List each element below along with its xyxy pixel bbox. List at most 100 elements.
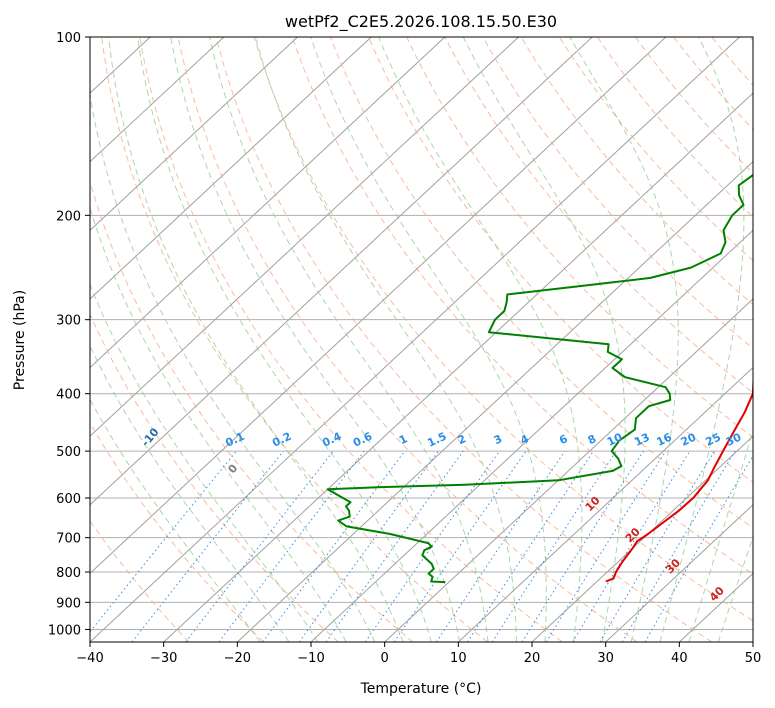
- isotherm-line: [752, 641, 753, 642]
- moist-adiabat-line: [659, 37, 745, 642]
- moist-adiabat-line: [254, 37, 517, 642]
- mixing-ratio-line: [521, 450, 645, 642]
- mixing-ratio-label: 2: [456, 432, 468, 447]
- isotherm-line: [90, 37, 593, 506]
- mixing-ratio-line: [185, 450, 334, 642]
- isotherm-line: [90, 37, 446, 369]
- isotherm-line: [678, 572, 753, 642]
- dry-adiabat-line: [101, 37, 488, 642]
- dry-adiabat-line: [406, 37, 753, 438]
- dry-adiabat-line: [635, 37, 753, 174]
- plot-frame: [89, 36, 754, 643]
- y-tick-label: 500: [56, 445, 81, 460]
- x-tick-label: −10: [297, 651, 324, 666]
- mixing-ratio-label: 20: [679, 430, 699, 448]
- mixing-ratio-label: 25: [703, 431, 722, 449]
- isotherm-line: [605, 504, 753, 642]
- dry-adiabat-line: [90, 180, 414, 642]
- temperature-profile: [605, 369, 753, 583]
- mixing-ratio-label: 16: [655, 430, 675, 448]
- mixing-ratio-label: 30: [724, 430, 744, 448]
- dry-adiabat-line: [711, 37, 753, 86]
- background-lines: [0, 37, 753, 642]
- isotherm-line: [310, 229, 753, 642]
- moist-adiabat-line: [137, 37, 432, 642]
- y-tick-label: 300: [56, 314, 81, 329]
- x-tick-label: 30: [597, 651, 614, 666]
- y-tick-label: 800: [56, 566, 81, 581]
- x-tick-label: 20: [524, 651, 541, 666]
- isotherm-line: [90, 37, 667, 575]
- isotherm-line: [90, 37, 298, 232]
- x-tick-label: 10: [450, 651, 467, 666]
- dry-adiabat-line: [90, 519, 190, 642]
- moist-adiabat-line: [569, 37, 679, 642]
- dry-adiabat-line: [90, 313, 339, 642]
- y-tick-label: 600: [56, 492, 81, 507]
- isotherm-line: [90, 37, 372, 300]
- moist-adiabat-line: [90, 91, 376, 642]
- y-tick-label: 900: [56, 596, 81, 611]
- moist-adiabat-label: 20: [623, 525, 643, 545]
- dry-adiabat-line: [291, 37, 753, 575]
- mixing-ratio-line: [393, 450, 527, 642]
- mixing-ratio-label: 0.6: [351, 430, 374, 450]
- x-tick-label: −20: [224, 651, 251, 666]
- y-tick-label: 100: [56, 31, 81, 46]
- mixing-ratio-line: [467, 450, 594, 642]
- moist-adiabat-line: [688, 429, 753, 642]
- isotherm-line: [90, 37, 519, 437]
- y-tick-label: 1000: [48, 623, 81, 638]
- moist-adiabat-label: 30: [663, 556, 683, 576]
- dry-adiabat-label: 0: [225, 462, 240, 476]
- moist-adiabat-label: 40: [707, 584, 727, 604]
- mixing-ratio-line: [572, 450, 691, 642]
- mixing-ratio-label: 13: [632, 431, 651, 449]
- dry-adiabat-line: [90, 421, 264, 642]
- isotherm-line: [90, 37, 225, 163]
- mixing-ratio-line: [298, 450, 439, 642]
- dewpoint-profile: [326, 173, 753, 584]
- isotherm-line: [531, 435, 753, 642]
- mixing-ratio-line: [325, 450, 464, 642]
- mixing-ratio-line: [545, 450, 667, 642]
- y-axis-title: Pressure (hPa): [12, 290, 28, 390]
- mixing-ratio-label: 6: [557, 432, 570, 447]
- isotherm-line: [457, 366, 753, 642]
- isotherm-line: [384, 298, 753, 642]
- mixing-ratio-line: [491, 450, 617, 642]
- mixing-ratio-line: [644, 454, 753, 642]
- moist-adiabat-line: [90, 206, 347, 642]
- isotherm-line: [236, 161, 753, 642]
- mixing-ratio-label: 4: [518, 432, 531, 447]
- mixing-ratio-label: 1.5: [425, 430, 448, 450]
- moist-adiabat-line: [209, 37, 489, 642]
- mixing-ratio-label: 0.1: [223, 430, 246, 450]
- moist-adiabat-label: 10: [583, 494, 603, 514]
- x-tick-label: 40: [671, 651, 688, 666]
- mixing-ratio-line: [218, 450, 365, 642]
- mixing-ratio-line: [621, 450, 736, 642]
- mixing-ratio-label: 3: [492, 432, 504, 447]
- mixing-ratio-label: 10: [605, 430, 625, 448]
- y-tick-label: 200: [56, 209, 81, 224]
- dry-adiabat-line: [749, 37, 753, 42]
- y-tick-label: 400: [56, 388, 81, 403]
- moist-adiabat-line: [108, 37, 404, 642]
- moist-adiabat-line: [90, 344, 290, 642]
- mixing-ratio-label: 1: [397, 432, 409, 447]
- moist-adiabat-line: [717, 535, 753, 642]
- isotherm-line: [90, 37, 740, 642]
- dry-adiabat-line: [253, 37, 753, 622]
- isotherm-line: [0, 37, 3, 642]
- mixing-ratio-line: [435, 450, 566, 642]
- moist-adiabat-line: [90, 282, 319, 642]
- x-tick-label: −40: [76, 651, 103, 666]
- chart-title: wetPf2_C2E5.2026.108.15.50.E30: [285, 12, 557, 32]
- x-tick-label: −30: [150, 651, 177, 666]
- mixing-ratio-line: [599, 450, 716, 642]
- mixing-ratio-line: [131, 450, 284, 642]
- dry-adiabat-line: [215, 37, 712, 642]
